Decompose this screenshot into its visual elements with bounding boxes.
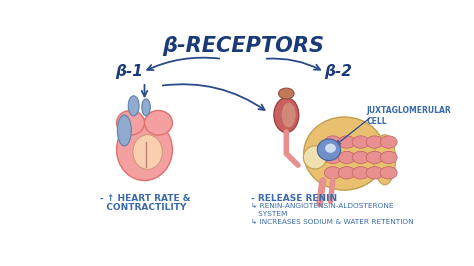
- Ellipse shape: [145, 110, 173, 135]
- Ellipse shape: [279, 88, 294, 99]
- Ellipse shape: [366, 167, 383, 179]
- Ellipse shape: [142, 99, 150, 116]
- Ellipse shape: [117, 119, 173, 181]
- Ellipse shape: [324, 167, 341, 179]
- Text: ↳ INCREASES SODIUM & WATER RETENTION: ↳ INCREASES SODIUM & WATER RETENTION: [251, 219, 414, 225]
- Text: - RELEASE RENIN: - RELEASE RENIN: [251, 194, 337, 203]
- Ellipse shape: [380, 167, 397, 179]
- Text: - ↑ HEART RATE &: - ↑ HEART RATE &: [100, 194, 190, 203]
- Ellipse shape: [352, 167, 369, 179]
- Ellipse shape: [338, 151, 356, 164]
- Text: JUXTAGLOMERULAR
CELL: JUXTAGLOMERULAR CELL: [366, 106, 451, 126]
- Ellipse shape: [128, 96, 139, 116]
- Text: β-RECEPTORS: β-RECEPTORS: [162, 36, 324, 56]
- Text: β-2: β-2: [324, 64, 352, 80]
- Text: ↳ RENIN-ANGIOTENSIN-ALDOSTERONE: ↳ RENIN-ANGIOTENSIN-ALDOSTERONE: [251, 203, 394, 209]
- Ellipse shape: [274, 98, 299, 132]
- Text: β-1: β-1: [115, 64, 143, 80]
- Ellipse shape: [352, 136, 369, 148]
- Ellipse shape: [380, 151, 397, 164]
- Ellipse shape: [366, 151, 383, 164]
- Ellipse shape: [338, 136, 356, 148]
- Ellipse shape: [324, 151, 341, 164]
- Ellipse shape: [374, 135, 396, 185]
- Ellipse shape: [338, 167, 356, 179]
- Ellipse shape: [118, 115, 131, 146]
- Ellipse shape: [352, 151, 369, 164]
- Ellipse shape: [380, 136, 397, 148]
- Ellipse shape: [303, 146, 327, 169]
- Ellipse shape: [133, 135, 162, 169]
- Ellipse shape: [117, 110, 145, 135]
- Ellipse shape: [282, 103, 296, 127]
- Ellipse shape: [304, 117, 385, 190]
- Ellipse shape: [317, 139, 341, 160]
- Text: CONTRACTILITY: CONTRACTILITY: [100, 203, 186, 212]
- Ellipse shape: [366, 136, 383, 148]
- Text: SYSTEM: SYSTEM: [251, 211, 288, 217]
- Ellipse shape: [324, 136, 341, 148]
- Ellipse shape: [325, 144, 336, 153]
